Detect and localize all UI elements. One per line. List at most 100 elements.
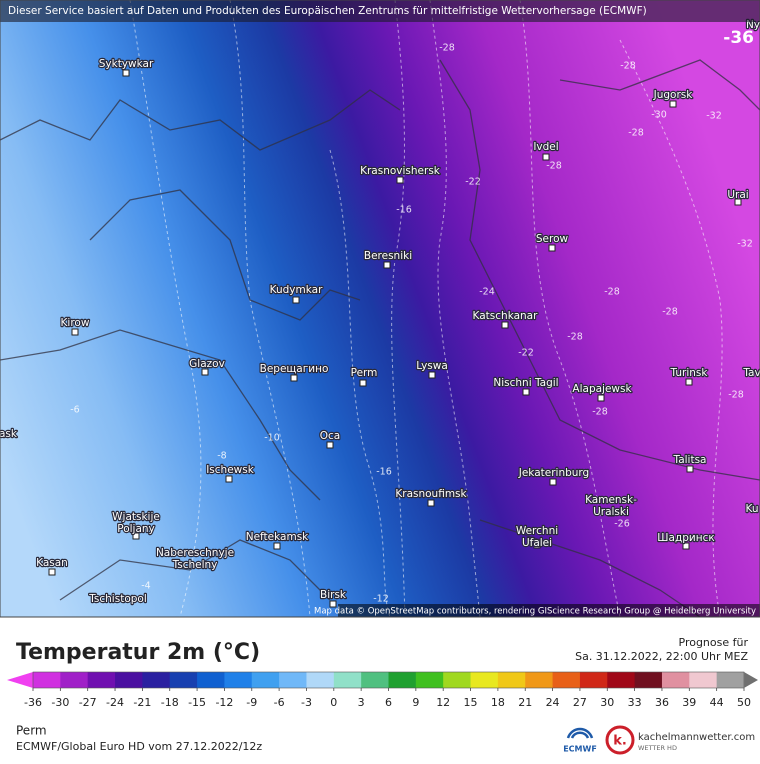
legend-swatch [361,672,389,688]
footer: Perm ECMWF/Global Euro HD vom 27.12.2022… [16,724,755,755]
city-marker [122,69,130,77]
legend-tick-label: 30 [600,696,614,709]
ecmwf-logo [566,727,594,739]
legend-tick-label: 44 [710,696,724,709]
city-label: Kudymkar [270,284,323,296]
contour-label: -28 [567,332,583,343]
city-marker [427,499,435,507]
legend-swatch [716,672,745,688]
legend-swatch [224,672,253,688]
site-sub: WETTER HD [638,744,677,752]
legend-tick-label: 50 [737,696,751,709]
legend-tick-label: -12 [215,696,233,709]
map-frame [0,0,760,618]
border [89,189,361,321]
contour-label: -24 [479,287,495,298]
legend-swatch [634,672,663,688]
legend: Temperatur 2m (°C) Prognose für Sa. 31.1… [7,636,758,709]
city-label: Glazov [189,358,225,370]
contour-label: -8 [217,451,226,462]
city-label: Birsk [320,589,347,601]
contour-label: -28 [546,161,562,172]
legend-swatch [689,672,718,688]
legend-tick-label: -30 [51,696,69,709]
isotherm [519,0,621,618]
city-marker [734,198,742,206]
city-marker [607,509,615,517]
isotherm [429,0,481,618]
map: Syktywkar Krasnovishersk Beresniki Kudymkar… [0,0,760,618]
city-label: Perm [351,367,378,379]
city-label: Krasnovishersk [360,165,441,177]
city-label: Poljany [117,523,155,535]
city-marker [273,542,281,550]
city-marker [176,561,184,569]
legend-swatch [470,672,499,688]
contour-label: -4 [141,581,150,592]
city-label: Jekaterinburg [518,467,589,479]
contour-label: -28 [592,407,608,418]
city-label: Верещагино [260,363,329,375]
city-marker [201,368,209,376]
city-label: Kamensk- [585,494,637,506]
city-label: Alapajewsk [572,383,632,395]
city-label: Neftekamsk [246,531,309,543]
contour-label: -16 [376,467,392,478]
legend-tick-label: -9 [246,696,257,709]
city-marker [290,374,298,382]
city-marker [686,465,694,473]
legend-tick-label: 3 [358,696,365,709]
legend-tick-label: -24 [106,696,124,709]
legend-swatch [661,672,690,688]
isotherm [619,39,723,618]
border [479,519,701,618]
contour-label: -26 [614,519,630,530]
border [0,89,401,151]
city-label: Syktywkar [99,58,154,70]
borders [0,59,760,618]
city-marker [501,321,509,329]
legend-tick-label: 12 [436,696,450,709]
city-label: Ku [745,503,758,515]
banner-bg [0,0,760,22]
contour-label: -12 [373,594,389,605]
contour-label: -28 [439,43,455,54]
city-label: Wjatskije [112,511,160,523]
legend-tick-label: -18 [161,696,179,709]
legend-swatch [497,672,526,688]
city-marker [292,296,300,304]
contour-label: -28 [620,61,636,72]
city-marker [359,379,367,387]
legend-tick-label: 24 [546,696,560,709]
city-label: ask [0,428,18,440]
legend-tick-label: 21 [518,696,532,709]
city-label: Ischewsk [206,464,255,476]
city-marker [685,378,693,386]
legend-swatch [388,672,417,688]
contour-label: -10 [264,433,280,444]
legend-tick-label: -15 [188,696,206,709]
city-label: Talitsa [673,454,707,466]
border [59,539,331,601]
attribution-bg [338,604,760,617]
city-marker [548,244,556,252]
city-label: Beresniki [364,250,412,262]
city-label: Tav [742,367,760,379]
city-marker [383,261,391,269]
city-marker [533,541,541,549]
legend-tick-label: -36 [24,696,42,709]
city-marker [522,388,530,396]
legend-swatch [33,672,61,688]
city-label: Oca [320,430,340,442]
legend-tick-label: 18 [491,696,505,709]
city-label: Werchni [516,525,558,537]
legend-tick-label: 6 [385,696,392,709]
city-label: Ivdel [533,141,558,153]
legend-swatch [251,672,280,688]
attribution: Map data © OpenStreetMap contributors, r… [314,607,756,617]
legend-swatch [142,672,171,688]
legend-tick-label: 36 [655,696,669,709]
legend-swatch [607,672,636,688]
